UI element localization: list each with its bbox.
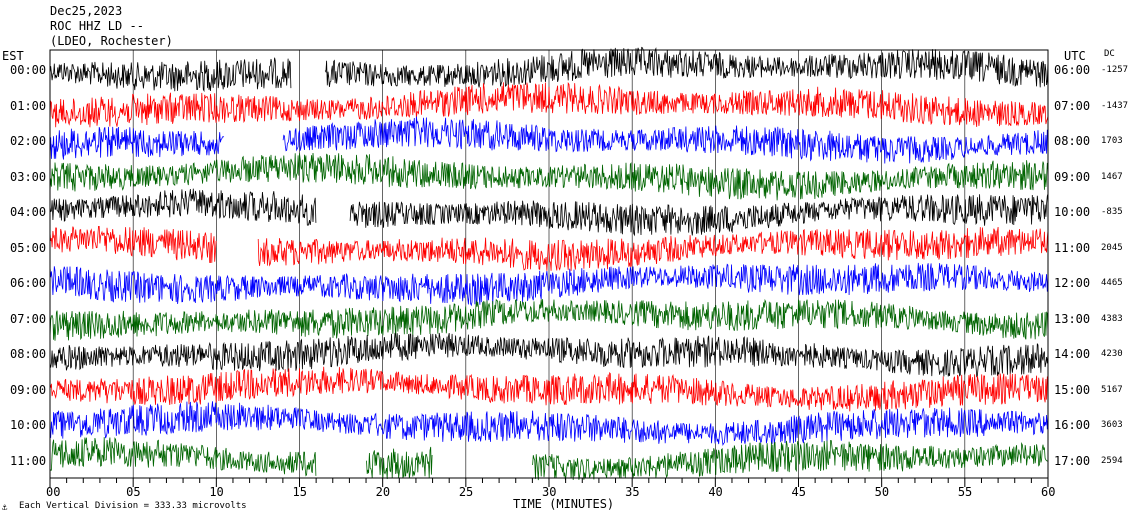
x-axis-title: TIME (MINUTES) — [513, 497, 615, 511]
x-axis-ticks — [49, 478, 1049, 487]
utc-hour-label: 07:00 — [1054, 98, 1091, 113]
footer-mark-icon: ⚓ — [2, 503, 8, 513]
seismic-trace — [49, 332, 1049, 378]
x-tick-label: 60 — [1041, 485, 1056, 499]
x-tick-label: 30 — [542, 485, 557, 499]
est-hour-label: 07:00 — [10, 311, 47, 326]
x-tick-label: 15 — [292, 485, 307, 499]
dc-offset-value: 4230 — [1101, 349, 1123, 359]
x-tick-label: 20 — [375, 485, 391, 499]
est-hour-label: 03:00 — [10, 169, 47, 184]
seismic-trace — [49, 401, 1049, 447]
est-hour-label: 08:00 — [10, 347, 47, 361]
utc-hour-label: 12:00 — [1054, 276, 1091, 290]
est-hour-label: 04:00 — [10, 205, 47, 219]
x-tick-label: 35 — [625, 485, 640, 499]
utc-hour-label: 16:00 — [1054, 418, 1091, 432]
utc-hour-label: 11:00 — [1054, 240, 1091, 255]
est-hour-label: 10:00 — [10, 418, 47, 432]
seismic-trace — [49, 366, 1049, 412]
dc-offset-value: 4383 — [1101, 313, 1123, 324]
utc-hour-label: 10:00 — [1054, 205, 1091, 219]
est-hour-label: 00:00 — [10, 63, 47, 77]
seismic-trace — [49, 298, 1049, 341]
header-station: ROC HHZ LD -- — [50, 19, 144, 33]
dc-offset-value: -1437 — [1101, 100, 1129, 111]
dc-offset-value: 1703 — [1101, 136, 1123, 146]
dc-offset-value: 1467 — [1101, 171, 1123, 182]
seismic-trace — [49, 82, 1049, 128]
x-tick-label: 40 — [708, 485, 723, 499]
seismic-trace — [49, 116, 1049, 164]
utc-hour-label: 13:00 — [1054, 311, 1091, 326]
x-tick-label: 45 — [791, 485, 806, 499]
x-tick-label: 55 — [957, 485, 973, 499]
est-hour-label: 11:00 — [10, 453, 47, 468]
utc-axis-label: UTC — [1064, 49, 1086, 63]
seismic-trace — [49, 188, 1049, 237]
dc-offset-value: -835 — [1101, 207, 1123, 217]
dc-offset-value: 5167 — [1101, 384, 1123, 395]
footer-scale-note: Each Vertical Division = 333.33 microvol… — [19, 501, 247, 511]
x-tick-label: 05 — [126, 485, 141, 499]
dc-offset-value: 3603 — [1101, 420, 1123, 430]
utc-hour-label: 15:00 — [1054, 382, 1091, 397]
seismic-trace — [49, 437, 1049, 481]
seismic-trace — [49, 152, 1049, 201]
est-axis-label: EST — [2, 49, 24, 63]
seismic-trace — [49, 46, 1049, 93]
est-hour-label: 09:00 — [10, 382, 47, 397]
est-hour-label: 02:00 — [10, 134, 47, 148]
trace-group — [49, 46, 1049, 481]
utc-hour-label: 08:00 — [1054, 134, 1091, 148]
utc-hour-label: 09:00 — [1054, 169, 1091, 184]
x-tick-label: 50 — [874, 485, 890, 499]
dc-offset-value: 4465 — [1101, 278, 1123, 288]
est-hour-label: 06:00 — [10, 276, 47, 290]
dc-column-label: DC — [1104, 49, 1115, 59]
utc-hour-label: 14:00 — [1054, 347, 1091, 361]
x-tick-label: 25 — [458, 485, 474, 499]
dc-offset-value: -1257 — [1101, 65, 1129, 75]
seismic-trace — [49, 226, 1049, 271]
x-tick-label: 10 — [209, 485, 224, 499]
utc-hour-label: 06:00 — [1054, 63, 1091, 77]
seismic-trace — [49, 262, 1049, 307]
x-tick-label: 00 — [46, 485, 61, 499]
plot-frame — [49, 49, 1049, 479]
header-location: (LDEO, Rochester) — [50, 34, 173, 48]
dc-offset-value: 2045 — [1101, 242, 1123, 253]
est-hour-label: 05:00 — [10, 240, 47, 255]
dc-offset-value: 2594 — [1101, 455, 1123, 466]
est-hour-label: 01:00 — [10, 98, 47, 113]
header-date: Dec25,2023 — [50, 4, 123, 18]
utc-hour-label: 17:00 — [1054, 453, 1091, 468]
